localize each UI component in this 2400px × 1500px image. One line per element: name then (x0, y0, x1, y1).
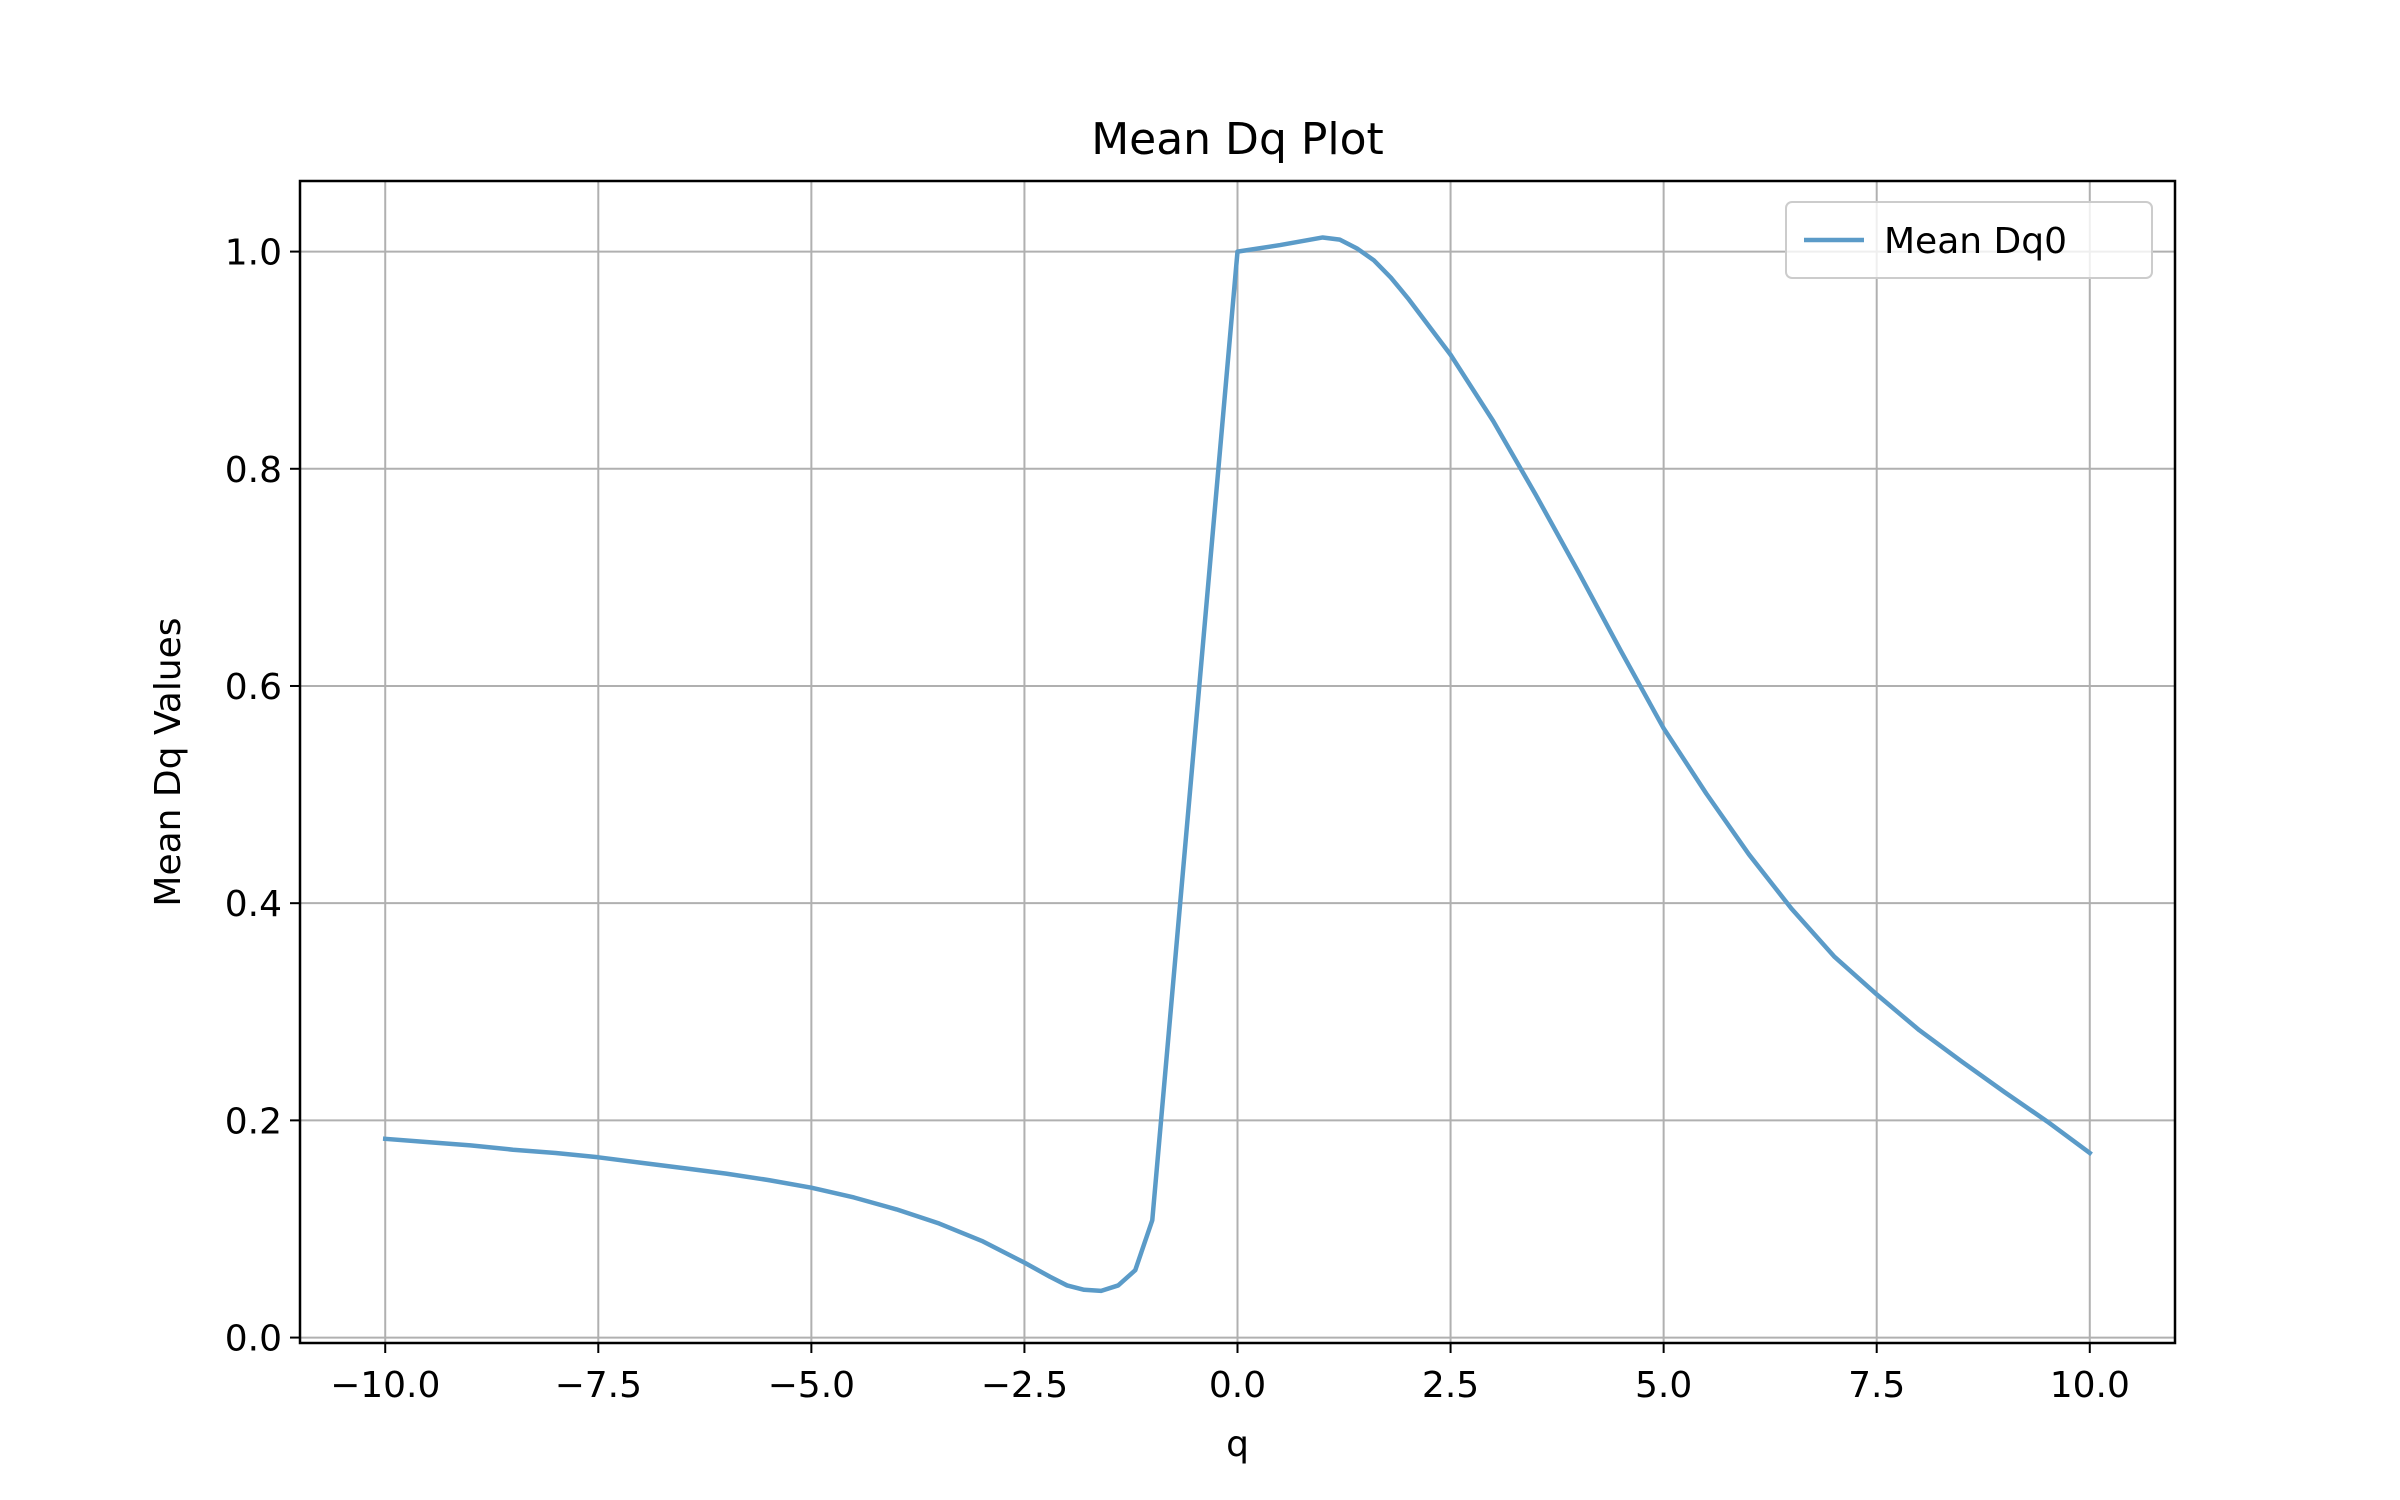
y-tick-label: 0.6 (225, 667, 282, 708)
x-axis-label: q (1226, 1424, 1249, 1465)
y-axis-label: Mean Dq Values (148, 617, 189, 906)
chart-title: Mean Dq Plot (1091, 114, 1384, 165)
x-tick-label: −10.0 (330, 1365, 440, 1406)
legend: Mean Dq0 (1785, 201, 2153, 279)
x-tick-label: 2.5 (1422, 1365, 1479, 1406)
x-tick-label: −7.5 (555, 1365, 642, 1406)
legend-label-mean-dq0: Mean Dq0 (1884, 221, 2067, 262)
x-tick-label: 5.0 (1635, 1365, 1692, 1406)
x-tick-label: 10.0 (2050, 1365, 2130, 1406)
y-tick-label: 0.8 (225, 450, 282, 491)
x-tick-label: −5.0 (768, 1365, 855, 1406)
y-tick-label: 0.0 (225, 1319, 282, 1360)
legend-box (1785, 201, 2153, 279)
series-layer (382, 235, 2093, 1294)
ticks: −10.0 −7.5 −5.0 −2.5 0.0 2.5 5.0 7.5 10.0 0.0 0.2 0… (225, 233, 2130, 1406)
series-line-0 (382, 235, 2093, 1294)
y-tick-label: 0.2 (225, 1101, 282, 1142)
y-tick-label: 0.4 (225, 884, 282, 925)
x-tick-label: 7.5 (1848, 1365, 1905, 1406)
x-tick-label: −2.5 (981, 1365, 1068, 1406)
y-tick-label: 1.0 (225, 233, 282, 274)
x-tick-label: 0.0 (1209, 1365, 1266, 1406)
